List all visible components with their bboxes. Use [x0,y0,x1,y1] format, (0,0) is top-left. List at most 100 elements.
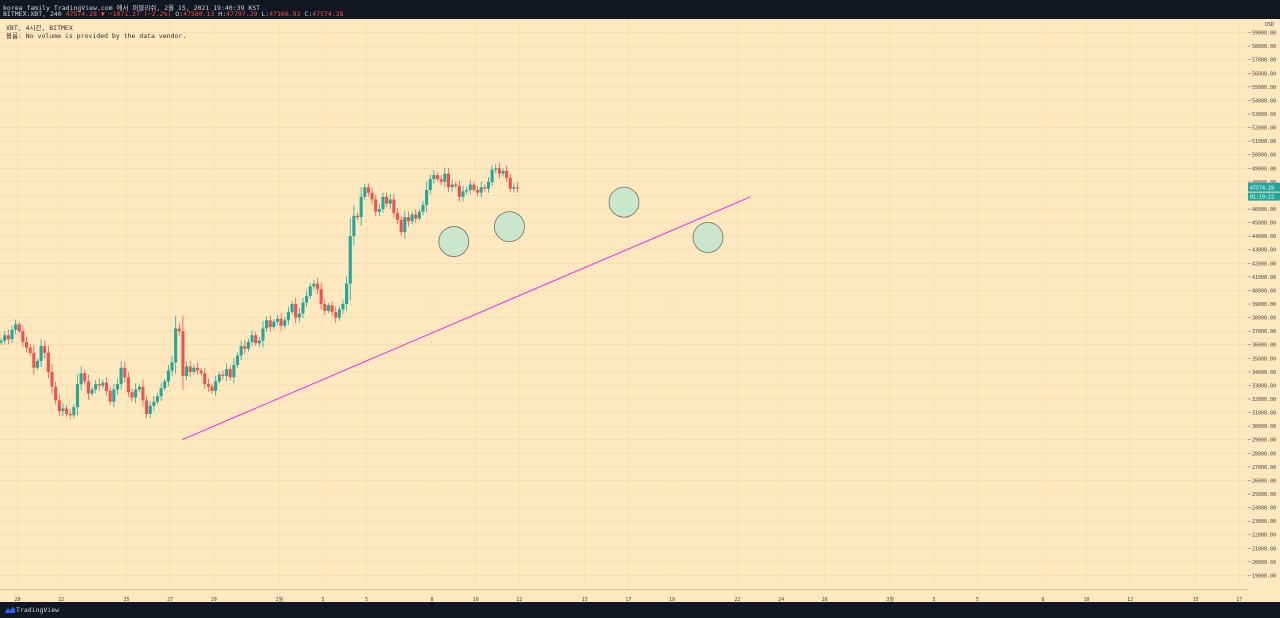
candle-body [174,328,178,363]
candle-body [210,386,214,391]
candle-body [388,199,392,204]
low-label: L: [261,10,270,18]
candle-body [337,309,341,318]
candle-body [217,374,221,382]
candle-body [348,236,352,284]
footer-brand: TradingView [16,606,60,614]
volume-label: 볼륨: [6,32,22,40]
candle-body [443,173,447,182]
candle-body [490,169,494,182]
candle-body [50,371,54,387]
candle-body [465,190,469,192]
candle-body [43,346,47,353]
circle-marker [494,211,525,243]
time-tick-label: 10 [1084,597,1090,603]
low-value: 47166.92 [269,10,301,18]
price-tick-label: 27000.00 [1252,465,1276,471]
candle-body [97,384,101,386]
candle-body [381,196,385,209]
candle-body [39,346,43,361]
candle-body [137,386,141,390]
candle-body [432,175,436,180]
candle-body [94,384,98,390]
candle-body [221,374,225,376]
candle-body [301,302,305,314]
time-tick-label: 15 [1193,597,1199,603]
candle-body [483,187,487,189]
candle-body [145,400,149,414]
current-price-box [1248,182,1280,192]
candle-body [272,321,276,328]
price-tick-label: 43000.00 [1252,248,1276,254]
candle-body [250,335,254,342]
price-tick-label: 51000.00 [1252,139,1276,145]
candle-body [228,369,232,378]
candle-body [505,171,509,178]
candle-body [497,168,501,174]
time-tick-label: 24 [778,597,784,603]
candle-body [395,213,400,220]
candle-body [3,335,7,341]
symbol-label[interactable]: BITMEX:XBT, 240 [3,10,62,18]
chart-plot-area[interactable] [0,19,1248,589]
time-tick-label: 25 [124,597,130,603]
candle-body [286,312,290,321]
price-tick-label: 32000.00 [1252,397,1276,403]
candle-body [501,171,505,174]
candle-body [417,211,421,219]
candle-body [486,181,491,189]
price-axis[interactable]: 19000.00 20000.00 21000.00 22000.00 23000.00… [1248,19,1280,589]
candle-body [421,204,425,212]
price-tick-label: 41000.00 [1252,275,1276,281]
candle-body [25,342,29,348]
candle-body [35,361,40,368]
price-tick-label: 52000.00 [1252,126,1276,132]
candle-body [246,342,250,349]
time-tick-label: 5 [365,597,368,603]
price-tick-label: 39000.00 [1252,302,1276,308]
candle-body [21,331,25,342]
time-tick-label: 20 [14,597,20,603]
price-tick-label: 53000.00 [1252,112,1276,118]
tradingview-logo-icon [5,607,15,613]
candlestick-chart[interactable] [0,19,1248,589]
price-tick-label: 33000.00 [1252,383,1276,389]
legend-series: XBT, 4시간, BITMEX [6,24,73,32]
candle-body [439,179,443,182]
candle-body [115,384,120,390]
time-tick-label: 10 [473,597,479,603]
candle-body [435,175,440,180]
time-axis[interactable]: 20 22 25 27 29 2월 3 5 8 10 12 15 17 19 22 24 26 3월 3 5 8 10 12… [0,589,1248,603]
price-tick-label: 21000.00 [1252,546,1276,552]
candle-body [54,386,58,401]
candle-body [494,168,498,170]
candle-body [199,370,203,374]
time-tick-label: 8 [430,597,433,603]
candle-body [166,370,170,382]
price-tick-label: 19000.00 [1252,573,1276,579]
candle-body [257,340,261,344]
price-tick-label: 23000.00 [1252,519,1276,525]
candle-body [195,367,200,371]
candle-body [239,346,243,356]
candle-body [108,390,112,402]
time-tick-label: 2월 [275,596,283,603]
candle-body [392,199,396,214]
price-tick-label: 26000.00 [1252,478,1276,484]
candle-body [68,413,72,416]
price-tick-label: 24000.00 [1252,506,1276,512]
candle-body [326,305,330,311]
price-tick-label: 54000.00 [1252,98,1276,104]
candle-body [454,184,458,186]
candle-body [101,382,105,386]
candle-body [406,217,410,222]
candle-body [159,388,163,397]
candle-body [265,320,269,329]
currency-label: USD [1265,22,1274,28]
candle-body [450,184,454,188]
candle-body [163,381,167,389]
candle-body [235,355,240,366]
candle-body [279,318,283,326]
candle-body [352,215,356,237]
grid-lines [0,19,1248,589]
